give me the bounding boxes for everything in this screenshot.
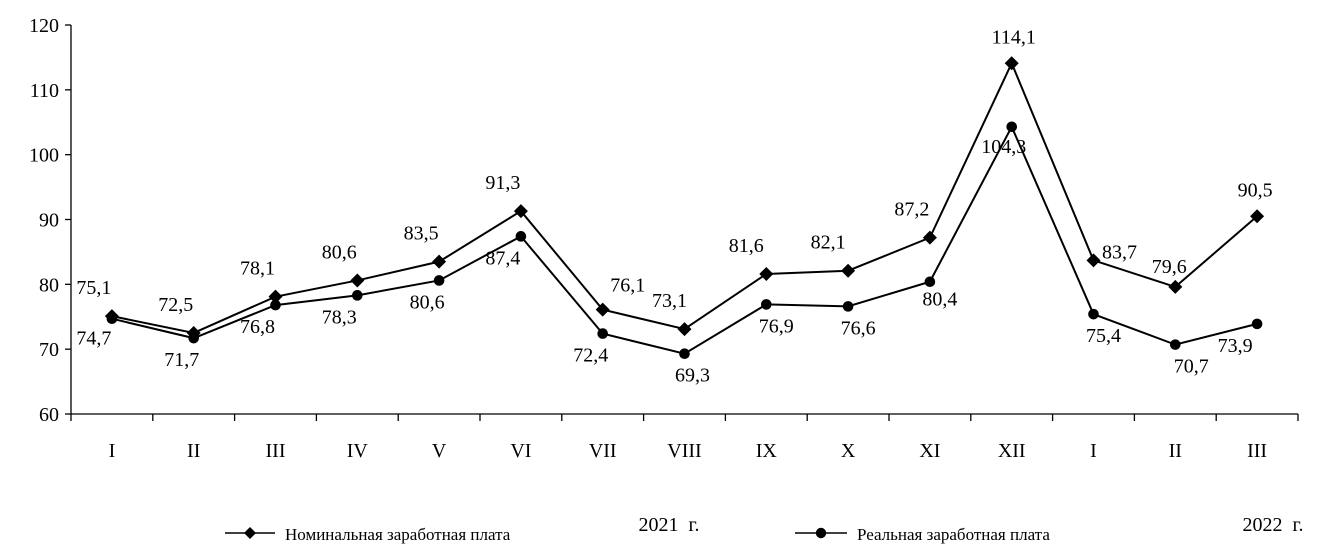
x-tick-label: II bbox=[187, 440, 200, 462]
point-real bbox=[270, 299, 281, 311]
legend-diamond-marker bbox=[244, 527, 256, 539]
data-label-real: 75,4 bbox=[1086, 325, 1121, 347]
data-label-nominal: 79,6 bbox=[1152, 256, 1187, 278]
data-label-nominal: 87,2 bbox=[894, 199, 929, 221]
data-label-real: 71,7 bbox=[164, 349, 199, 371]
point-nominal bbox=[1004, 56, 1019, 71]
point-real bbox=[1088, 308, 1099, 320]
point-real bbox=[1251, 318, 1263, 330]
markers bbox=[104, 56, 1265, 360]
data-label-real: 80,6 bbox=[410, 291, 445, 313]
data-label-nominal: 78,1 bbox=[240, 258, 275, 280]
year-label-2021: 2021 г. bbox=[639, 514, 700, 536]
year-label-2022: 2022 г. bbox=[1243, 514, 1304, 536]
point-nominal bbox=[841, 263, 856, 278]
data-label-nominal: 83,7 bbox=[1102, 241, 1137, 263]
point-real bbox=[433, 275, 445, 286]
point-nominal bbox=[350, 273, 365, 288]
point-nominal bbox=[513, 204, 528, 219]
data-label-real: 104,3 bbox=[981, 136, 1026, 158]
x-tick-label: III bbox=[266, 440, 286, 462]
data-label-nominal: 114,1 bbox=[992, 26, 1036, 48]
y-tick-label: 90 bbox=[39, 210, 59, 232]
point-real bbox=[924, 276, 936, 288]
point-real bbox=[842, 301, 854, 312]
point-nominal bbox=[268, 289, 283, 304]
x-tick-label: II bbox=[1169, 440, 1182, 462]
point-nominal bbox=[1168, 279, 1183, 294]
data-label-nominal: 82,1 bbox=[811, 232, 846, 254]
x-tick-label: III bbox=[1247, 440, 1267, 462]
y-tick-label: 60 bbox=[39, 404, 59, 426]
data-label-nominal: 90,5 bbox=[1238, 179, 1273, 201]
data-label-real: 76,8 bbox=[240, 316, 275, 338]
data-label-nominal: 83,5 bbox=[404, 223, 439, 245]
data-label-real: 73,9 bbox=[1218, 335, 1253, 357]
data-label-real: 69,3 bbox=[675, 365, 710, 387]
legend-item-nominal: Номинальная заработная плата bbox=[225, 525, 511, 544]
point-nominal bbox=[1250, 209, 1265, 224]
x-tick-label: I bbox=[109, 440, 116, 462]
x-tick-label: V bbox=[432, 440, 447, 462]
x-tick-label: X bbox=[841, 440, 856, 462]
legend-label-nominal: Номинальная заработная плата bbox=[285, 525, 511, 544]
point-nominal bbox=[432, 254, 447, 269]
point-real bbox=[597, 328, 608, 339]
y-tick-label: 80 bbox=[39, 274, 59, 296]
x-tick-label: VII bbox=[589, 440, 617, 462]
data-label-real: 76,6 bbox=[841, 317, 876, 339]
data-label-real: 76,9 bbox=[759, 315, 794, 337]
x-tick-label: XII bbox=[998, 440, 1026, 462]
point-real bbox=[515, 231, 527, 242]
data-label-nominal: 75,1 bbox=[76, 277, 111, 299]
point-nominal bbox=[922, 230, 937, 245]
data-label-real: 74,7 bbox=[76, 328, 111, 350]
data-label-real: 78,3 bbox=[322, 306, 357, 328]
data-label-nominal: 76,1 bbox=[610, 275, 645, 297]
point-real bbox=[1170, 339, 1181, 350]
x-tick-label: IX bbox=[756, 440, 778, 462]
data-label-nominal: 80,6 bbox=[322, 241, 357, 263]
x-tick-label: VIII bbox=[667, 440, 701, 462]
data-label-real: 80,4 bbox=[922, 289, 957, 311]
point-real bbox=[761, 299, 772, 310]
data-label-real: 72,4 bbox=[573, 345, 608, 367]
data-label-nominal: 72,5 bbox=[158, 294, 193, 316]
point-real bbox=[352, 290, 363, 301]
point-real bbox=[106, 313, 118, 324]
legend-circle-marker bbox=[815, 527, 827, 539]
data-label-nominal: 73,1 bbox=[652, 290, 687, 312]
y-tick-label: 70 bbox=[39, 339, 59, 361]
point-nominal bbox=[759, 266, 774, 281]
point-nominal bbox=[595, 302, 610, 317]
legend-label-real: Реальная заработная плата bbox=[857, 525, 1050, 544]
point-real bbox=[188, 332, 199, 344]
legend-item-real: Реальная заработная плата bbox=[795, 525, 1050, 544]
data-label-real: 87,4 bbox=[485, 247, 520, 269]
y-tick-label: 100 bbox=[29, 145, 59, 167]
data-label-nominal: 91,3 bbox=[485, 172, 520, 194]
point-real bbox=[679, 348, 690, 360]
year-labels: 2021 г. 2022 г. bbox=[639, 514, 1304, 536]
x-tick-label: VI bbox=[510, 440, 531, 462]
data-labels: 75,1 72,5 78,1 80,6 83,5 91,3 76,1 73,1 81,6 82,1… bbox=[76, 26, 1272, 386]
point-nominal bbox=[1086, 253, 1101, 268]
x-tick-label: IV bbox=[347, 440, 369, 462]
data-label-nominal: 81,6 bbox=[729, 235, 764, 257]
point-nominal bbox=[677, 322, 692, 337]
y-tick-label: 110 bbox=[30, 80, 59, 102]
point-real bbox=[1006, 121, 1017, 133]
data-label-real: 70,7 bbox=[1174, 356, 1209, 378]
y-tick-label: 120 bbox=[29, 15, 59, 37]
legend: Номинальная заработная плата Реальная за… bbox=[225, 525, 1050, 544]
x-tick-label: I bbox=[1090, 440, 1097, 462]
x-tick-label: XI bbox=[919, 440, 940, 462]
